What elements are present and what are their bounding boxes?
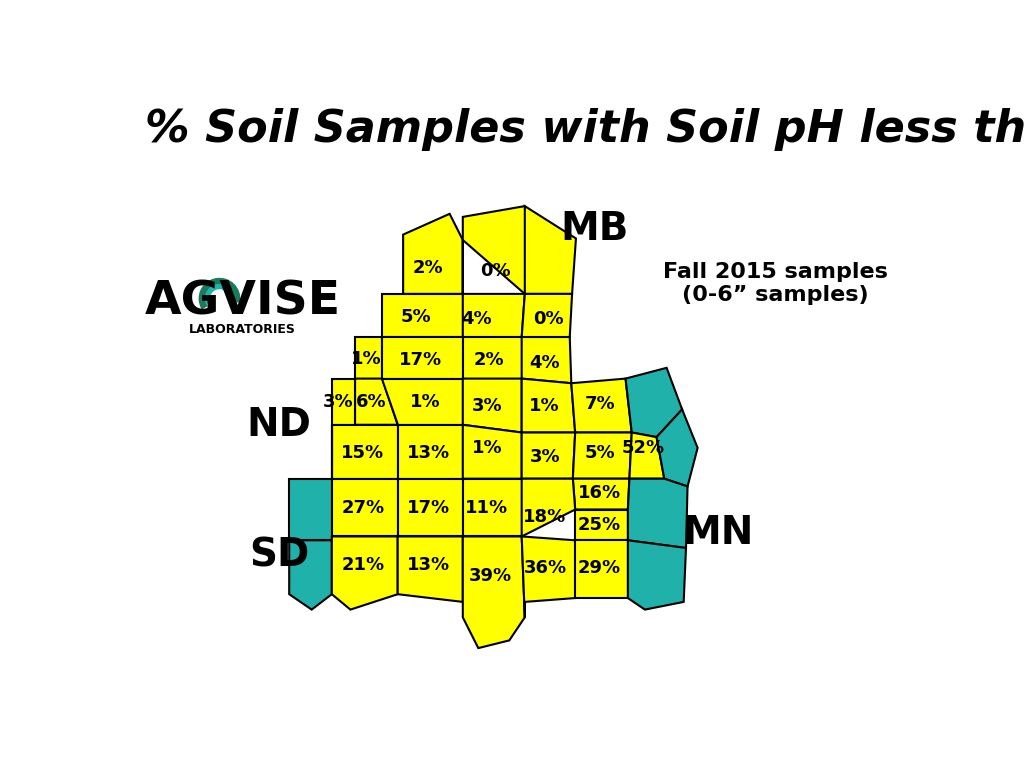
Text: % Soil Samples with Soil pH less than 6.0: % Soil Samples with Soil pH less than 6.… (145, 108, 1024, 151)
Polygon shape (463, 478, 521, 537)
Text: 21%: 21% (342, 556, 385, 574)
Text: 18%: 18% (523, 508, 566, 526)
Polygon shape (463, 206, 543, 294)
Text: 5%: 5% (401, 308, 431, 326)
Text: 4%: 4% (462, 310, 493, 328)
Text: 1%: 1% (471, 439, 502, 457)
Polygon shape (382, 337, 463, 379)
Polygon shape (575, 509, 628, 541)
Polygon shape (403, 214, 463, 294)
Text: 17%: 17% (399, 351, 442, 369)
Text: 7%: 7% (585, 395, 615, 413)
Text: 3%: 3% (471, 397, 502, 415)
Polygon shape (626, 368, 682, 437)
Polygon shape (382, 379, 463, 425)
Text: 29%: 29% (578, 559, 621, 577)
Polygon shape (521, 478, 575, 537)
Polygon shape (397, 537, 463, 602)
Polygon shape (397, 425, 463, 478)
Polygon shape (628, 478, 687, 548)
Polygon shape (355, 379, 397, 425)
Text: 27%: 27% (342, 499, 385, 517)
Polygon shape (397, 478, 463, 537)
Wedge shape (200, 279, 240, 309)
Text: 4%: 4% (528, 354, 559, 372)
Polygon shape (289, 425, 332, 541)
Text: 1%: 1% (410, 393, 440, 412)
Polygon shape (463, 379, 521, 432)
Text: 1%: 1% (528, 397, 559, 415)
Text: 11%: 11% (465, 499, 508, 517)
Text: 5%: 5% (585, 445, 615, 462)
Polygon shape (521, 379, 575, 432)
Polygon shape (463, 337, 521, 379)
Polygon shape (521, 537, 575, 617)
Text: SD: SD (249, 537, 309, 574)
Polygon shape (463, 294, 524, 337)
Polygon shape (332, 537, 397, 610)
Text: 36%: 36% (523, 559, 566, 577)
Polygon shape (332, 478, 397, 537)
Text: 25%: 25% (578, 516, 621, 534)
Polygon shape (572, 478, 630, 509)
Text: 2%: 2% (474, 351, 505, 369)
Text: 2%: 2% (413, 259, 443, 276)
Text: 39%: 39% (469, 567, 512, 584)
Text: 13%: 13% (408, 445, 451, 462)
Text: 0%: 0% (480, 262, 511, 280)
Text: 13%: 13% (408, 556, 451, 574)
Text: LABORATORIES: LABORATORIES (189, 323, 296, 336)
Polygon shape (524, 206, 575, 294)
Polygon shape (628, 541, 686, 610)
Polygon shape (521, 337, 571, 383)
Polygon shape (572, 432, 632, 478)
Text: MN: MN (683, 514, 755, 551)
Text: 1%: 1% (351, 350, 382, 369)
Text: ND: ND (247, 406, 311, 444)
Polygon shape (521, 432, 575, 478)
Polygon shape (289, 541, 332, 610)
Text: Fall 2015 samples
(0-6” samples): Fall 2015 samples (0-6” samples) (663, 262, 888, 305)
Text: 52%: 52% (622, 439, 665, 457)
Polygon shape (630, 432, 665, 478)
Wedge shape (206, 285, 233, 303)
Polygon shape (521, 294, 572, 337)
Polygon shape (656, 409, 697, 486)
Text: AGVISE: AGVISE (144, 279, 341, 324)
Text: 16%: 16% (578, 484, 621, 502)
Polygon shape (332, 425, 397, 478)
Polygon shape (463, 537, 524, 648)
Polygon shape (463, 425, 521, 478)
Text: 3%: 3% (323, 393, 353, 412)
Text: 3%: 3% (529, 449, 560, 466)
Text: 17%: 17% (408, 499, 451, 517)
Polygon shape (355, 337, 382, 379)
Text: 6%: 6% (356, 393, 387, 412)
Text: MB: MB (560, 210, 629, 248)
Polygon shape (332, 379, 355, 425)
Polygon shape (575, 541, 628, 598)
Polygon shape (571, 379, 632, 432)
Text: 0%: 0% (532, 310, 563, 328)
Polygon shape (382, 294, 463, 337)
Text: 15%: 15% (341, 445, 384, 462)
